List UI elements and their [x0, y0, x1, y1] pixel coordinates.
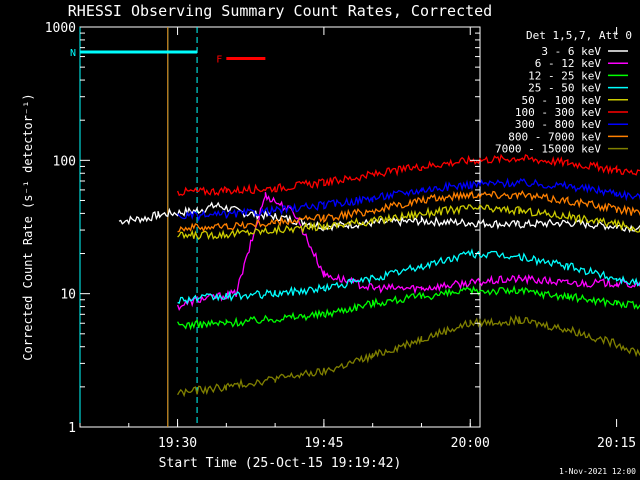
- plot-area: NFS: [70, 26, 640, 428]
- y-axis-label: Corrected Count Rate (s⁻¹ detector⁻¹): [21, 93, 35, 360]
- x-tick-label: 19:30: [158, 436, 197, 451]
- legend-label-800-7000-kev: 800 - 7000 keV: [508, 130, 601, 143]
- y-tick-label: 100: [53, 154, 76, 169]
- y-tick-label: 10: [60, 288, 76, 303]
- y-tick-label: 1000: [45, 21, 76, 36]
- series-line-6-12-kev: [176, 192, 640, 312]
- legend-label-300-800-kev: 300 - 800 keV: [515, 118, 601, 131]
- legend-label-50-100-kev: 50 - 100 keV: [522, 94, 602, 107]
- footer-date: 1-Nov-2021 12:00: [559, 467, 636, 476]
- legend-label-100-300-kev: 100 - 300 keV: [515, 106, 601, 119]
- flag-bars: NFS: [70, 48, 266, 66]
- series-line-100-300-kev: [176, 153, 640, 197]
- x-axis-label: Start Time (25-Oct-15 19:19:42): [159, 456, 402, 471]
- x-tick-label: 20:15: [597, 436, 636, 451]
- legend-label-12-25-kev: 12 - 25 keV: [528, 69, 601, 82]
- series-line-25-50-kev: [177, 248, 640, 305]
- legend-label-6-12-kev: 6 - 12 keV: [535, 57, 602, 70]
- x-tick-label: 20:00: [451, 436, 490, 451]
- y-tick-label: 1: [68, 421, 76, 436]
- series-line-12-25-kev: [177, 284, 640, 331]
- flag-label-0: N: [70, 48, 76, 59]
- series-line-7000-15000-kev: [177, 314, 640, 398]
- series-layer: [118, 153, 640, 398]
- series-line-50-100-kev: [177, 203, 640, 241]
- chart-title: RHESSI Observing Summary Count Rates, Co…: [68, 2, 492, 20]
- flag-label-1: F: [216, 55, 222, 66]
- series-line-300-800-kev: [177, 177, 640, 222]
- x-tick-label: 19:45: [304, 436, 343, 451]
- vertical-markers: [79, 27, 198, 427]
- series-line-800-7000-kev: [177, 190, 640, 233]
- legend-label-25-50-kev: 25 - 50 keV: [528, 82, 601, 95]
- legend-label-7000-15000-kev: 7000 - 15000 keV: [495, 143, 601, 156]
- legend-header: Det 1,5,7, Att 0: [526, 29, 632, 42]
- legend-label-3-6-kev: 3 - 6 keV: [541, 45, 601, 58]
